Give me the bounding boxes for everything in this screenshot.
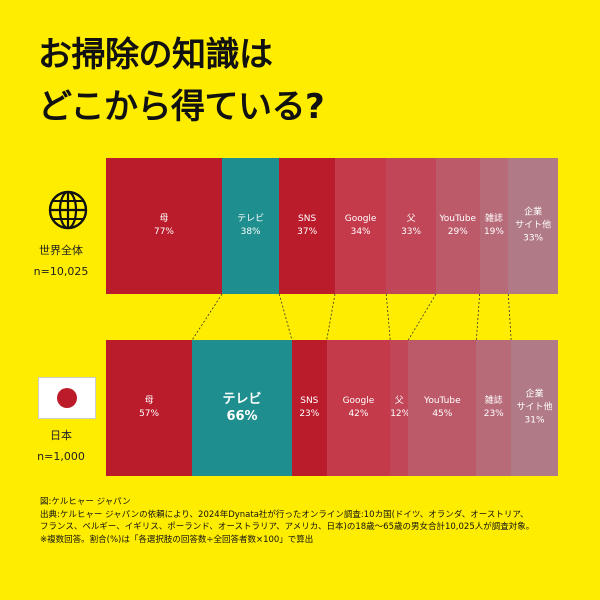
japan-value-text: 23% [483,409,504,419]
japan-category-text: Google [342,396,375,406]
world-segment-2: SNS 37% [279,158,335,294]
japan-segment-5: YouTube 45% [408,340,477,476]
japan-value-text: 12% [390,409,411,419]
world-category-text: 企業 [524,207,543,218]
japan-segment-label-2: SNS 23% [292,395,327,421]
connector-line [507,293,512,341]
japan-value-text: 23% [299,409,320,419]
globe-icon [48,190,88,230]
world-value-text: 33% [401,227,422,237]
connector-line [475,293,481,341]
japan-category-text: 父 [394,396,404,406]
japan-category-text: テレビ [222,392,262,407]
footer-source: 出典:ケルヒャー ジャパンの依頼により、2024年Dynata社が行ったオンライ… [40,509,529,520]
connector-line [278,293,293,341]
japan-segment-label-5: YouTube 45% [408,395,476,421]
japan-segment-7: 企業サイト他 31% [511,340,558,476]
world-group-label: 世界全体 n=10,025 [18,243,104,279]
world-segment-3: Google 34% [335,158,387,294]
footer-credit: 図:ケルヒャー ジャパン [40,497,131,507]
japan-segment-2: SNS 23% [291,340,327,476]
japan-segment-label-4: 父 12% [390,395,411,421]
source-footnote: 図:ケルヒャー ジャパン 出典:ケルヒャー ジャパンの依頼により、2024年Dy… [40,496,580,546]
world-segment-1: テレビ 38% [222,158,280,294]
connector-line [407,293,437,341]
world-segment-7: 企業サイト他 33% [508,158,558,294]
world-segment-0: 母 77% [106,158,222,294]
footer-note: ※複数回答。割合(%)は「各選択肢の回答数÷全回答者数×100」で算出 [40,534,314,545]
world-segment-label-7: 企業サイト他 33% [508,207,558,246]
japan-sample-size: n=1,000 [37,450,85,463]
world-segment-6: 雑誌 19% [479,158,509,294]
world-segment-label-3: Google 34% [335,213,386,239]
page-title-line-1: お掃除の知識は [38,35,273,75]
world-category-text: Google [344,214,377,224]
japan-segment-4: 父 12% [390,340,411,476]
world-category-text: 父 [406,214,416,224]
world-segment-label-5: YouTube 29% [436,213,480,239]
world-segment-label-6: 雑誌 19% [480,213,509,239]
japan-category-text: サイト他 [516,402,553,413]
japan-category-text: 雑誌 [484,396,503,406]
connector-line [385,293,391,341]
japan-segment-label-3: Google 42% [327,395,390,421]
japan-segment-3: Google 42% [326,340,391,476]
world-segment-5: YouTube 29% [435,158,480,294]
world-category-text: サイト他 [515,220,552,231]
world-value-text: 34% [350,227,371,237]
japan-value-text: 66% [226,409,258,424]
japan-segment-1: テレビ 66% [192,340,292,476]
japan-segment-0: 母 57% [106,340,193,476]
world-value-text: 77% [153,227,174,237]
japan-segment-label-7: 企業サイト他 31% [511,389,558,428]
japan-value-text: 31% [524,415,545,426]
world-segment-label-1: テレビ 38% [222,213,279,239]
world-sample-size: n=10,025 [33,265,89,278]
world-category-text: 母 [159,214,169,224]
connector-line [191,293,223,341]
world-segment-4: 父 33% [386,158,436,294]
world-segment-label-4: 父 33% [386,213,436,239]
japan-flag-icon [38,377,96,419]
world-value-text: 19% [483,227,504,237]
japan-segment-label-6: 雑誌 23% [476,395,511,421]
world-category-text: 雑誌 [484,214,503,224]
japan-value-text: 42% [348,409,369,419]
japan-category-text: SNS [300,396,319,406]
world-category-text: テレビ [237,214,265,224]
japan-segment-label-0: 母 57% [106,395,192,421]
japan-segment-label-1: テレビ 66% [192,391,292,425]
world-category-text: SNS [298,214,317,224]
japan-group-label: 日本 n=1,000 [18,428,104,464]
japan-category-text: YouTube [424,396,461,406]
world-value-text: 37% [297,227,318,237]
japan-category-text: 企業 [525,389,544,400]
world-stacked-bar: 母 77% テレビ 38% SNS 37% Google 34% 父 33% YouTube 29% 雑… [106,158,558,294]
japan-value-text: 57% [139,409,160,419]
connector-line [326,293,336,341]
world-segment-label-2: SNS 37% [279,213,335,239]
japan-value-text: 45% [432,409,453,419]
world-label: 世界全体 [39,244,83,257]
footer-source-cont: フランス、ベルギー、イギリス、ポーランド、オーストラリア、アメリカ、日本)の18… [40,522,535,532]
world-value-text: 29% [447,227,468,237]
japan-stacked-bar: 母 57% テレビ 66% SNS 23% Google 42% 父 12% YouTube 45% 雑… [106,340,558,476]
world-segment-label-0: 母 77% [106,213,222,239]
japan-segment-6: 雑誌 23% [476,340,512,476]
japan-label: 日本 [50,429,72,442]
world-value-text: 38% [240,227,261,237]
world-value-text: 33% [523,233,544,244]
world-category-text: YouTube [439,214,477,224]
japan-category-text: 母 [144,396,154,406]
page-title-line-2: どこから得ている? [38,87,325,127]
